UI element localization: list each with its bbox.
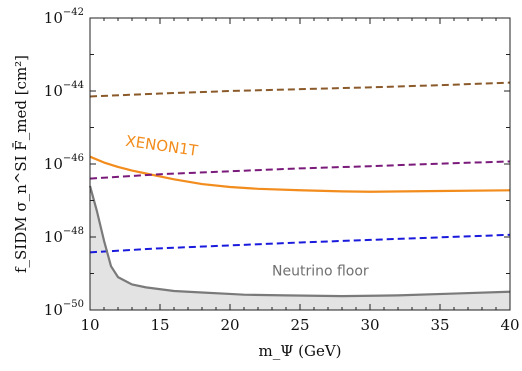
x-axis-title: m_Ψ (GeV): [258, 342, 341, 360]
blue-dashed-line: [89, 233, 511, 254]
y-tick-label: 10−50: [44, 299, 84, 319]
x-tick-label: 20: [220, 316, 239, 334]
x-tick-label: 10: [80, 316, 99, 334]
brown-dashed-line: [89, 81, 511, 98]
y-tick-label: 10−46: [44, 153, 84, 173]
y-tick-label: 10−44: [44, 80, 84, 100]
neutrino-floor-label: Neutrino floor: [272, 263, 369, 279]
neutrino-floor-area: [90, 185, 510, 310]
x-tick-label: 30: [360, 316, 379, 334]
x-tick-label: 25: [290, 316, 309, 334]
x-tick-label: 15: [150, 316, 169, 334]
neutrino-floor-line: [88, 185, 511, 298]
y-axis-title: f_SIDM σ_n^SI F̄_med [cm²]: [12, 55, 30, 273]
x-tick-label: 35: [430, 316, 449, 334]
x-tick-label: 40: [500, 316, 519, 334]
purple-dashed-line: [89, 160, 511, 180]
y-tick-label: 10−48: [44, 226, 84, 246]
xenon1t-line: [89, 155, 511, 193]
xenon1t-label: XENON1T: [124, 132, 199, 160]
y-tick-label: 10−42: [44, 7, 84, 27]
